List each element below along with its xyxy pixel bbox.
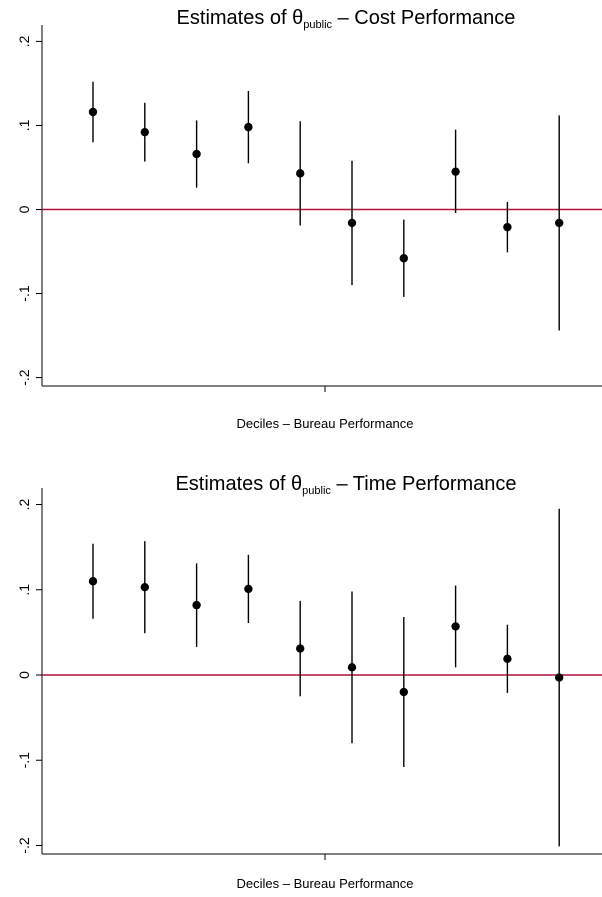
- estimate-point: [88, 577, 98, 586]
- y-tick-label: -.1: [16, 752, 32, 769]
- estimate-point: [503, 654, 512, 664]
- estimate-point: [140, 583, 149, 592]
- estimate-point: [192, 600, 201, 610]
- estimate-point: [140, 127, 149, 137]
- chart-title: Estimates of θpublic – Cost Performance: [177, 7, 516, 31]
- estimate-point: [296, 169, 305, 178]
- y-tick-label: -.1: [16, 285, 32, 302]
- estimate-point: [244, 122, 253, 132]
- y-tick-label: .2: [16, 35, 32, 47]
- chart-title-subscript: public: [303, 19, 332, 31]
- y-tick-label: -.2: [16, 837, 32, 854]
- chart-title-prefix: Estimates of θ: [177, 7, 304, 29]
- y-tick-label: -.2: [16, 369, 32, 386]
- y-tick-label: .1: [16, 584, 32, 596]
- estimate-point: [192, 149, 201, 159]
- chart-cost-performance: Estimates of θpublic – Cost Performance.…: [16, 7, 602, 431]
- chart-title-prefix: Estimates of θ: [175, 473, 302, 495]
- x-axis-label: Deciles – Bureau Performance: [236, 416, 413, 431]
- estimate-point: [347, 218, 357, 228]
- estimate-point: [451, 167, 460, 176]
- y-tick-label: 0: [16, 671, 32, 679]
- chart-time-performance: Estimates of θpublic – Time Performance.…: [16, 473, 602, 891]
- estimate-point: [503, 222, 512, 232]
- chart-title-suffix: – Cost Performance: [332, 7, 515, 29]
- estimate-point: [451, 622, 460, 631]
- y-tick-label: .2: [16, 498, 32, 510]
- estimate-point: [555, 218, 564, 228]
- estimate-point: [296, 644, 305, 653]
- estimate-point: [88, 107, 98, 117]
- chart-title: Estimates of θpublic – Time Performance: [175, 473, 516, 497]
- y-tick-label: 0: [16, 205, 32, 213]
- chart-title-subscript: public: [302, 485, 331, 497]
- estimate-point: [347, 663, 357, 672]
- estimate-point: [244, 584, 253, 594]
- chart-panel-cost: Estimates of θpublic – Cost Performance.…: [0, 0, 602, 440]
- estimate-point: [399, 254, 408, 263]
- y-tick-label: .1: [16, 119, 32, 131]
- estimate-point: [555, 673, 564, 682]
- estimate-point: [399, 687, 408, 697]
- chart-title-suffix: – Time Performance: [331, 473, 517, 495]
- chart-panel-time: Estimates of θpublic – Time Performance.…: [0, 463, 602, 897]
- x-axis-label: Deciles – Bureau Performance: [236, 876, 413, 891]
